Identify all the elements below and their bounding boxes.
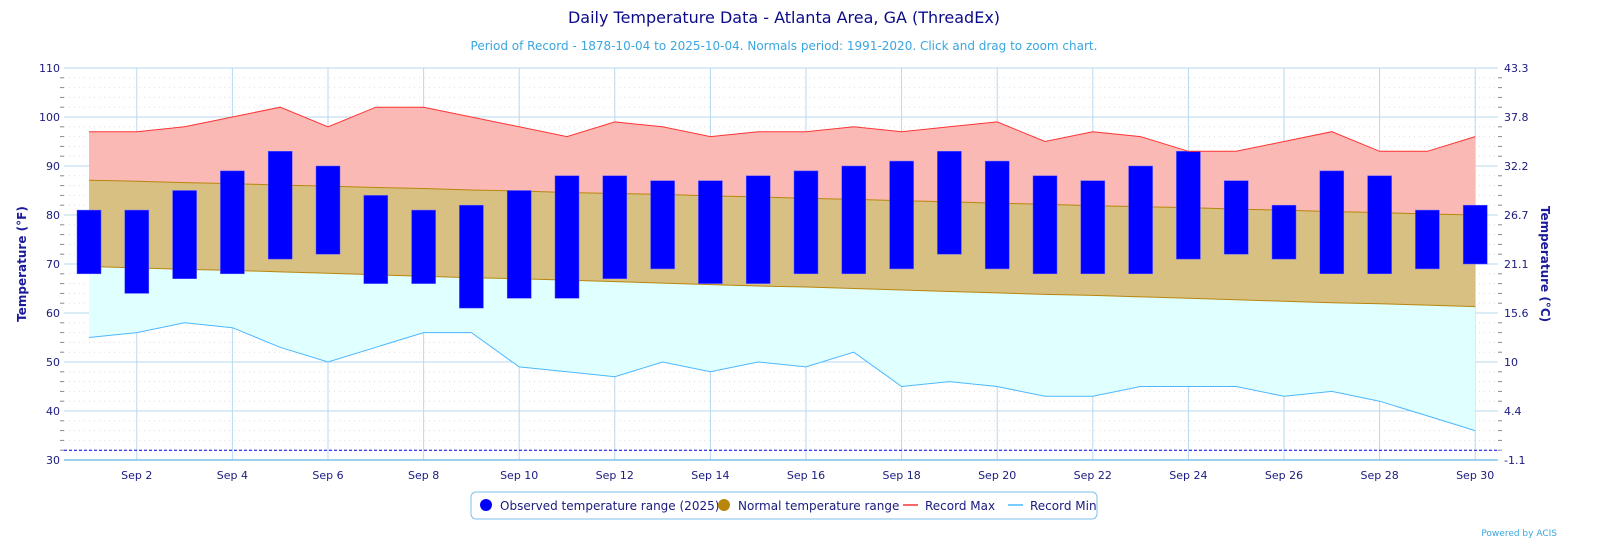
observed-range-bar[interactable] — [1367, 175, 1392, 275]
observed-range-bar[interactable] — [411, 209, 436, 284]
observed-range-bar[interactable] — [1080, 180, 1106, 275]
observed-range-bar[interactable] — [937, 151, 962, 255]
observed-range-bar[interactable] — [698, 180, 723, 284]
y-tick-label-left: 30 — [46, 454, 60, 467]
observed-range-bar[interactable] — [172, 190, 197, 279]
y-tick-label-left: 110 — [39, 62, 60, 75]
legend-box — [470, 491, 1098, 520]
x-tick-label: Sep 4 — [217, 469, 248, 482]
observed-range-bar[interactable] — [841, 165, 867, 275]
y-axis-title-right: Temperature (°C) — [1538, 206, 1552, 322]
y-tick-label-right: 26.7 — [1504, 209, 1529, 222]
observed-range-bar[interactable] — [889, 160, 914, 270]
y-tick-label-left: 90 — [46, 160, 60, 173]
chart-title: Daily Temperature Data - Atlanta Area, G… — [568, 8, 1000, 27]
observed-range-bar[interactable] — [459, 204, 484, 309]
x-tick-label: Sep 6 — [312, 469, 343, 482]
y-tick-label-right: 4.4 — [1504, 405, 1522, 418]
x-tick-label: Sep 20 — [978, 469, 1016, 482]
x-tick-label: Sep 26 — [1265, 469, 1303, 482]
areas — [88, 107, 1476, 431]
observed-range-bar[interactable] — [984, 160, 1010, 270]
observed-range-bar[interactable] — [506, 190, 532, 299]
legend-record-max-label: Record Max — [925, 499, 995, 513]
observed-range-bar[interactable] — [1032, 175, 1058, 275]
x-tick-label: Sep 16 — [787, 469, 825, 482]
y-tick-label-right: 10 — [1504, 356, 1518, 369]
legend: Observed temperature range (2025) Normal… — [470, 491, 1098, 520]
record-min-area — [89, 266, 1476, 431]
observed-range-bar[interactable] — [76, 209, 102, 275]
observed-range-bar[interactable] — [315, 165, 341, 255]
x-tick-label: Sep 10 — [500, 469, 538, 482]
legend-normal-marker — [718, 499, 730, 511]
normal-low-line — [88, 265, 1476, 308]
x-tick-label: Sep 12 — [596, 469, 634, 482]
x-tick-label: Sep 2 — [121, 469, 152, 482]
credit-link[interactable]: Powered by ACIS — [1481, 529, 1557, 539]
observed-range-bar[interactable] — [1415, 209, 1440, 270]
x-tick-label: Sep 30 — [1456, 469, 1494, 482]
y-axis-title-left: Temperature (°F) — [15, 206, 29, 322]
observed-range-bar[interactable] — [1271, 204, 1297, 260]
y-tick-label-left: 70 — [46, 258, 60, 271]
observed-range-bar[interactable] — [554, 175, 580, 299]
observed-range-bar[interactable] — [267, 151, 293, 260]
y-tick-label-right: 37.8 — [1504, 111, 1529, 124]
legend-item-record-min[interactable]: Record Min — [1008, 499, 1097, 513]
observed-range-bar[interactable] — [793, 170, 819, 275]
legend-record-min-label: Record Min — [1030, 499, 1097, 513]
y-tick-label-left: 40 — [46, 405, 60, 418]
x-tick-label: Sep 24 — [1169, 469, 1207, 482]
observed-range-bar[interactable] — [650, 180, 675, 270]
record-lines — [64, 106, 1498, 451]
axes: 30 -1.1 40 4.4 50 10 60 15.6 70 21.1 80 26.7 90 32.2 1… — [39, 62, 1529, 482]
x-tick-label: Sep 8 — [408, 469, 439, 482]
observed-range-bar[interactable] — [220, 170, 245, 275]
y-tick-label-left: 100 — [39, 111, 60, 124]
observed-bars — [76, 151, 1488, 309]
y-tick-label-right: 32.2 — [1504, 160, 1529, 173]
y-tick-label-left: 60 — [46, 307, 60, 320]
y-tick-label-right: 21.1 — [1504, 258, 1529, 271]
chart-subtitle: Period of Record - 1878-10-04 to 2025-10… — [471, 39, 1098, 53]
x-tick-label: Sep 18 — [882, 469, 920, 482]
observed-range-bar[interactable] — [745, 175, 771, 284]
x-tick-label: Sep 28 — [1360, 469, 1398, 482]
legend-item-observed[interactable]: Observed temperature range (2025) — [480, 499, 719, 513]
x-tick-label: Sep 14 — [691, 469, 729, 482]
legend-observed-label: Observed temperature range (2025) — [500, 499, 719, 513]
y-tick-label-left: 50 — [46, 356, 60, 369]
legend-normal-label: Normal temperature range — [738, 499, 899, 513]
observed-range-bar[interactable] — [124, 209, 150, 294]
observed-range-bar[interactable] — [1462, 204, 1488, 265]
y-tick-label-left: 80 — [46, 209, 60, 222]
y-tick-label-right: -1.1 — [1504, 454, 1525, 467]
observed-range-bar[interactable] — [1176, 151, 1201, 260]
observed-range-bar[interactable] — [363, 195, 389, 284]
y-tick-label-right: 15.6 — [1504, 307, 1529, 320]
observed-range-bar[interactable] — [1319, 170, 1345, 275]
record-max-line — [89, 106, 1476, 152]
observed-range-bar[interactable] — [1128, 165, 1153, 275]
legend-item-record-max[interactable]: Record Max — [903, 499, 995, 513]
observed-range-bar[interactable] — [1223, 180, 1249, 255]
legend-observed-marker — [480, 499, 492, 511]
y-tick-label-right: 43.3 — [1504, 62, 1529, 75]
legend-item-normal[interactable]: Normal temperature range — [718, 499, 899, 513]
x-tick-label: Sep 22 — [1074, 469, 1112, 482]
observed-range-bar[interactable] — [602, 175, 628, 279]
record-min-line — [88, 322, 1476, 432]
